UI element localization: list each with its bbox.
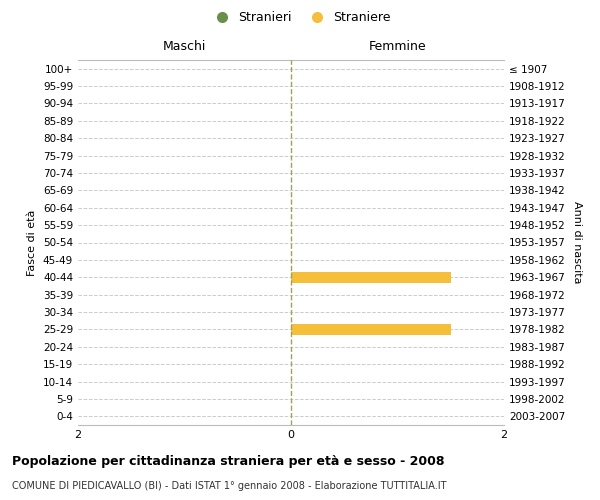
Text: COMUNE DI PIEDICAVALLO (BI) - Dati ISTAT 1° gennaio 2008 - Elaborazione TUTTITAL: COMUNE DI PIEDICAVALLO (BI) - Dati ISTAT… <box>12 481 446 491</box>
Text: Femmine: Femmine <box>368 40 427 53</box>
Text: Maschi: Maschi <box>163 40 206 53</box>
Legend: Stranieri, Straniere: Stranieri, Straniere <box>205 6 395 29</box>
Text: Popolazione per cittadinanza straniera per età e sesso - 2008: Popolazione per cittadinanza straniera p… <box>12 454 445 468</box>
Y-axis label: Fasce di età: Fasce di età <box>28 210 37 276</box>
Y-axis label: Anni di nascita: Anni di nascita <box>572 201 582 284</box>
Bar <box>291 324 451 335</box>
Bar <box>291 272 451 283</box>
